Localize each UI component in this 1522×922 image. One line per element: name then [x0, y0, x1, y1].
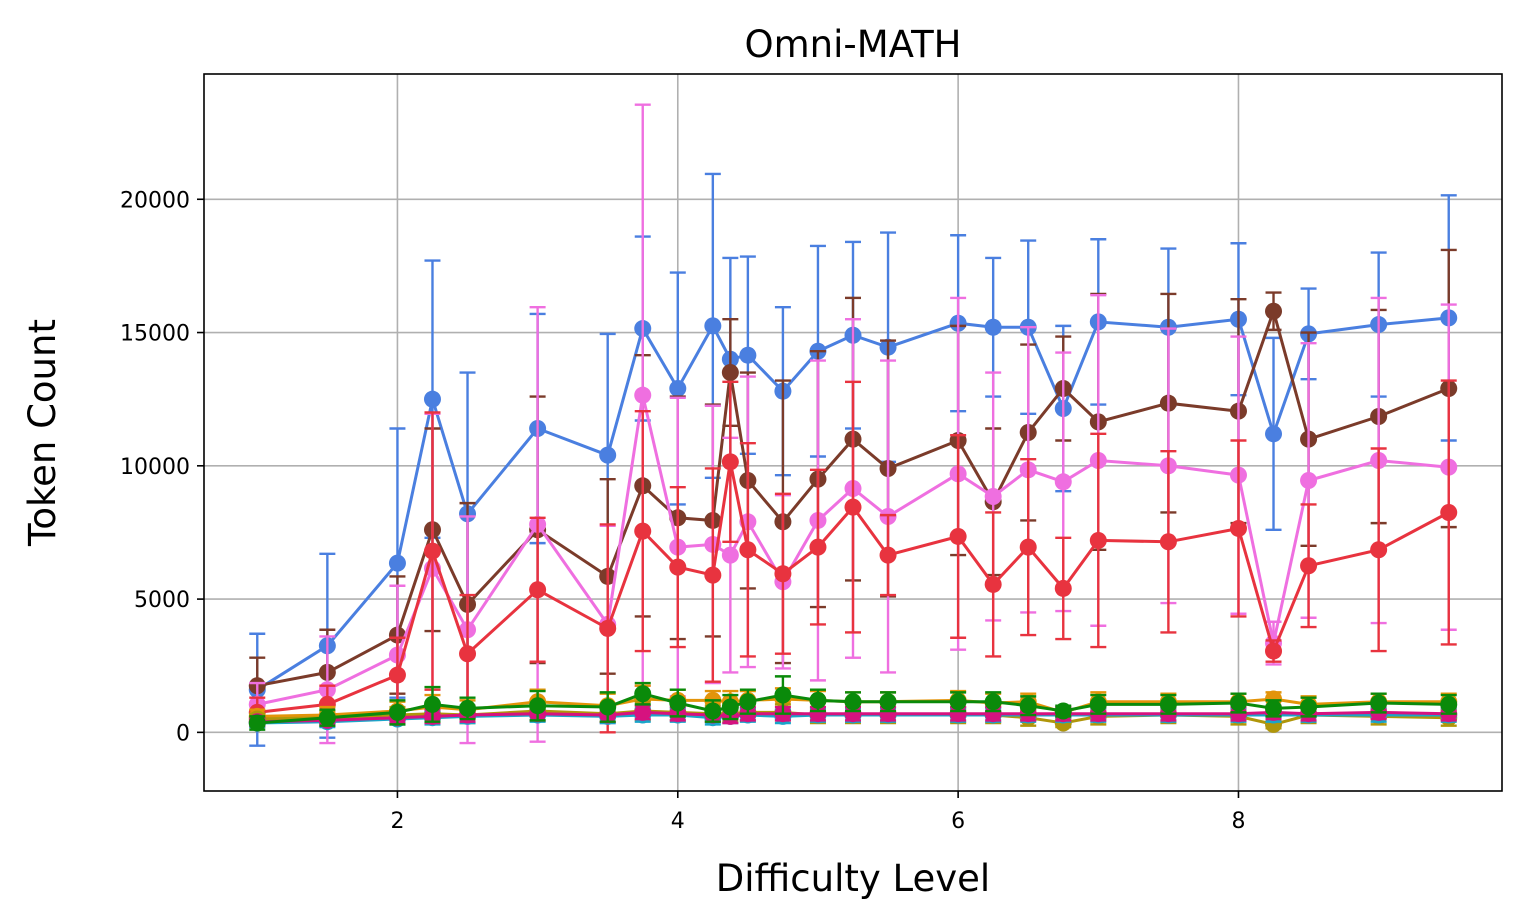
data-point — [669, 694, 687, 712]
chart-title: Omni-MATH — [744, 23, 961, 66]
data-point — [388, 703, 406, 721]
data-point — [1019, 697, 1037, 715]
data-point — [739, 541, 757, 559]
data-point — [669, 380, 687, 398]
data-point — [809, 538, 827, 556]
y-tick-label: 15000 — [120, 322, 190, 347]
data-point — [984, 487, 1002, 505]
data-point — [1159, 695, 1177, 713]
data-point — [949, 693, 967, 711]
data-point — [1440, 695, 1458, 713]
data-point — [1300, 698, 1318, 716]
data-point — [1300, 557, 1318, 575]
series-layer — [248, 103, 1458, 747]
x-tick-label: 2 — [390, 809, 404, 834]
x-tick-label: 6 — [951, 809, 965, 834]
data-point — [599, 446, 617, 464]
data-point — [1159, 533, 1177, 551]
data-point — [721, 364, 739, 382]
data-point — [774, 565, 792, 583]
data-point — [599, 619, 617, 637]
data-point — [1054, 473, 1072, 491]
data-point — [704, 317, 722, 335]
data-point — [423, 695, 441, 713]
y-tick-label: 20000 — [120, 188, 190, 213]
data-point — [879, 693, 897, 711]
data-point — [844, 705, 862, 723]
data-point — [1054, 579, 1072, 597]
data-point — [1054, 702, 1072, 720]
data-point — [669, 558, 687, 576]
data-point — [1265, 642, 1283, 660]
y-tick-label: 0 — [176, 721, 190, 746]
data-point — [704, 702, 722, 720]
data-point — [388, 666, 406, 684]
data-point — [634, 386, 652, 404]
data-point — [809, 691, 827, 709]
data-point — [721, 546, 739, 564]
data-point — [248, 714, 266, 732]
x-tick-label: 4 — [671, 809, 685, 834]
x-axis-title: Difficulty Level — [716, 857, 990, 900]
data-point — [1370, 694, 1388, 712]
y-axis-title: Token Count — [21, 319, 64, 547]
data-point — [721, 698, 739, 716]
data-point — [1089, 695, 1107, 713]
data-point — [739, 346, 757, 364]
data-point — [634, 703, 652, 721]
data-point — [1370, 541, 1388, 559]
data-point — [949, 527, 967, 545]
data-point — [984, 318, 1002, 336]
data-point — [739, 693, 757, 711]
data-point — [1089, 531, 1107, 549]
data-point — [459, 645, 477, 663]
data-point — [1265, 302, 1283, 320]
data-point — [318, 709, 336, 727]
data-point — [844, 498, 862, 516]
data-point — [704, 566, 722, 584]
data-point — [1229, 519, 1247, 537]
x-tick-label: 8 — [1231, 809, 1245, 834]
plot-frame — [203, 73, 1503, 792]
data-point — [1440, 503, 1458, 521]
data-point — [1265, 699, 1283, 717]
data-point — [844, 693, 862, 711]
data-point — [459, 699, 477, 717]
data-point — [879, 546, 897, 564]
axis-ticks: 2 4 6 8 0 5000 10000 15000 20000 — [120, 188, 1245, 834]
data-point — [984, 575, 1002, 593]
y-tick-label: 5000 — [134, 588, 190, 613]
data-point — [721, 453, 739, 471]
data-point — [1019, 538, 1037, 556]
data-point — [529, 697, 547, 715]
data-point — [423, 542, 441, 560]
data-point — [634, 685, 652, 703]
data-point — [879, 705, 897, 723]
data-point — [984, 705, 1002, 723]
data-point — [1265, 425, 1283, 443]
data-point — [388, 554, 406, 572]
y-tick-label: 10000 — [120, 455, 190, 480]
data-point — [599, 698, 617, 716]
data-point — [949, 705, 967, 723]
data-point — [634, 522, 652, 540]
data-point — [1300, 471, 1318, 489]
data-point — [423, 390, 441, 408]
data-point — [809, 705, 827, 723]
series-red — [248, 379, 1458, 734]
data-point — [984, 693, 1002, 711]
series-green — [248, 675, 1458, 732]
data-point — [529, 581, 547, 599]
data-point — [774, 686, 792, 704]
data-point — [1229, 694, 1247, 712]
